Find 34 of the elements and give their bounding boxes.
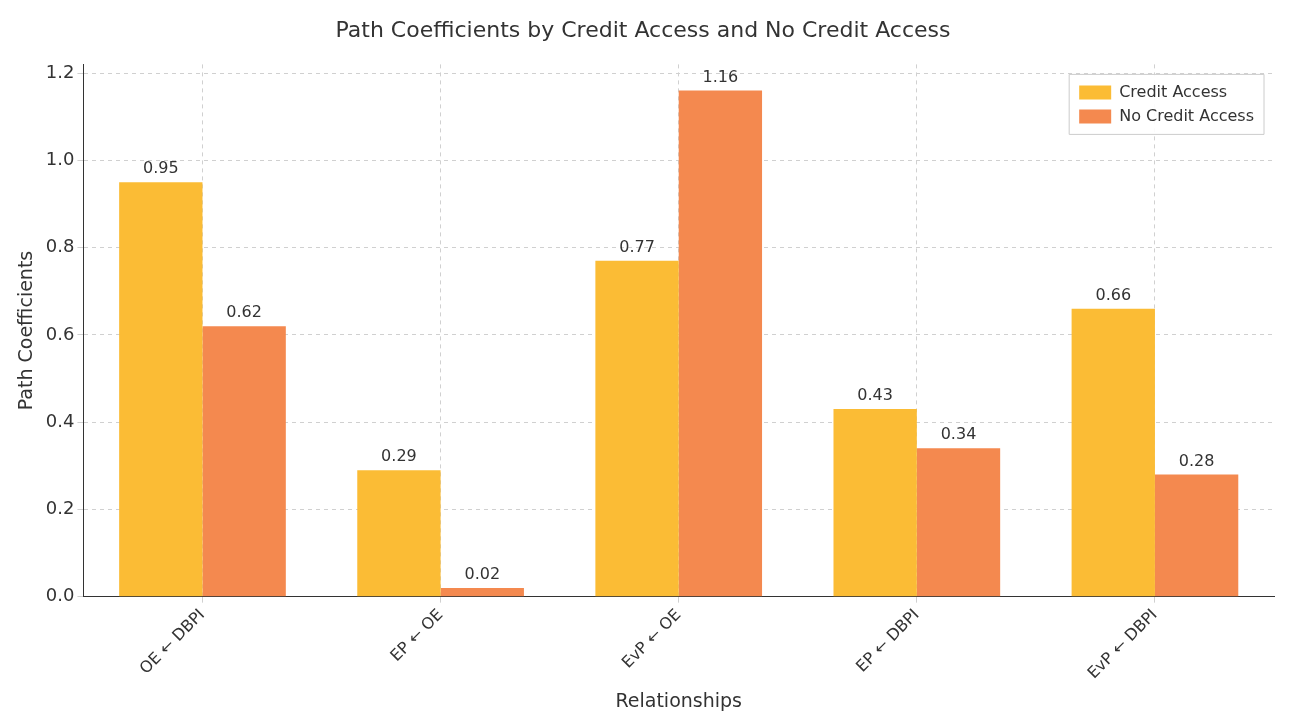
data-label: 0.29 [381,446,417,466]
data-label: 0.28 [1178,450,1215,470]
y-tick-label: 1.0 [45,148,75,170]
x-axis-title: Relationships [615,688,742,711]
data-label: 0.43 [857,385,893,405]
bar [595,260,679,597]
bar [833,409,917,597]
bar [1154,474,1239,597]
legend-label: No Credit Access [1119,105,1255,125]
y-tick-label: 0.4 [45,409,75,431]
x-tick-label: EvP ← OE [617,604,685,672]
bar [678,90,763,597]
data-label: 0.62 [226,302,262,322]
data-label: 0.66 [1095,284,1132,304]
bar [357,470,441,597]
y-tick-label: 0.8 [45,235,75,257]
data-label: 0.02 [464,564,501,584]
y-tick-label: 0.2 [45,497,75,519]
bar [1071,308,1155,597]
data-label: 0.34 [940,424,977,444]
y-tick-label: 0.0 [45,584,75,606]
data-label: 1.16 [702,66,739,86]
bar [119,182,203,597]
bar [440,587,524,597]
y-tick-label: 0.6 [45,322,75,344]
data-label: 0.77 [619,236,655,256]
legend-label: Credit Access [1119,81,1228,101]
y-axis-title: Path Coefficients [14,250,37,411]
y-tick-label: 1.2 [45,60,75,82]
chart-title: Path Coefficients by Credit Access and No Credit Access [335,16,951,42]
bar [202,326,286,597]
bar [916,448,1001,597]
x-tick-label: EP ← OE [386,604,447,665]
data-label: 0.95 [143,158,179,178]
